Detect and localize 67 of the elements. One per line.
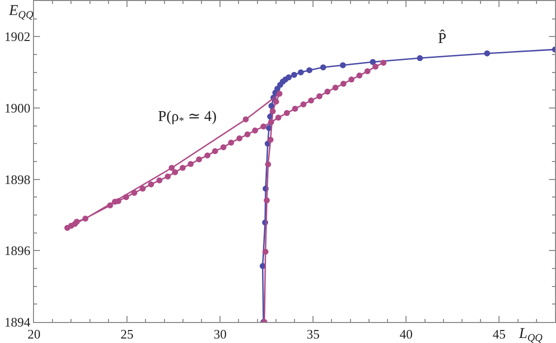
point [204,152,210,158]
y-tick-label: 1896 [4,243,31,258]
point [220,144,226,150]
y-tick-label: 1898 [4,172,30,187]
x-tick-label: 30 [214,326,227,342]
point [268,119,274,126]
point [484,50,490,56]
point [284,110,290,116]
point [212,148,218,154]
point [380,60,386,66]
point [123,194,130,200]
point [340,62,346,68]
point [268,136,274,143]
point [264,197,270,204]
point [324,88,330,95]
point [286,74,292,80]
point [298,69,304,76]
point [306,67,312,74]
point [148,181,154,188]
point [340,80,346,87]
point [416,55,423,62]
point [244,131,250,138]
point [320,64,326,70]
x-tick-label: 25 [120,326,134,342]
point [356,72,362,79]
point [332,84,338,91]
point [196,156,202,162]
line-series [260,46,555,322]
point [265,161,272,168]
point [236,135,242,142]
series-label: P(ρ$_{*}$ ≃ 4) [158,109,217,128]
point [168,164,175,171]
point [300,101,306,108]
x-tick-label: 40 [400,326,413,342]
point [107,202,114,208]
point [275,114,282,121]
point [156,177,162,184]
point [164,173,171,180]
point [82,216,88,222]
point [308,98,314,104]
point [291,72,298,78]
point [260,124,266,130]
point [292,106,298,112]
point [180,164,186,171]
point [131,190,138,196]
point [370,58,376,65]
point [364,68,370,74]
y-tick-label: 1902 [4,29,30,44]
x-axis-title: L$_{QQ}$ [518,326,543,343]
point [172,169,178,176]
y-tick-label: 1900 [4,100,30,116]
point [372,64,378,70]
point [252,127,258,134]
point [262,248,268,255]
point [270,108,276,114]
point [276,90,282,97]
y-axis-title: E$_{QQ}$ [8,3,34,22]
point [140,186,146,192]
point [228,140,234,146]
point [348,76,354,82]
point [242,116,249,122]
x-tick-label: 45 [492,326,506,342]
series-label: P̂ [438,29,446,47]
point [188,161,194,167]
point [273,98,280,105]
point [316,93,322,100]
x-tick-label: 35 [306,326,320,342]
